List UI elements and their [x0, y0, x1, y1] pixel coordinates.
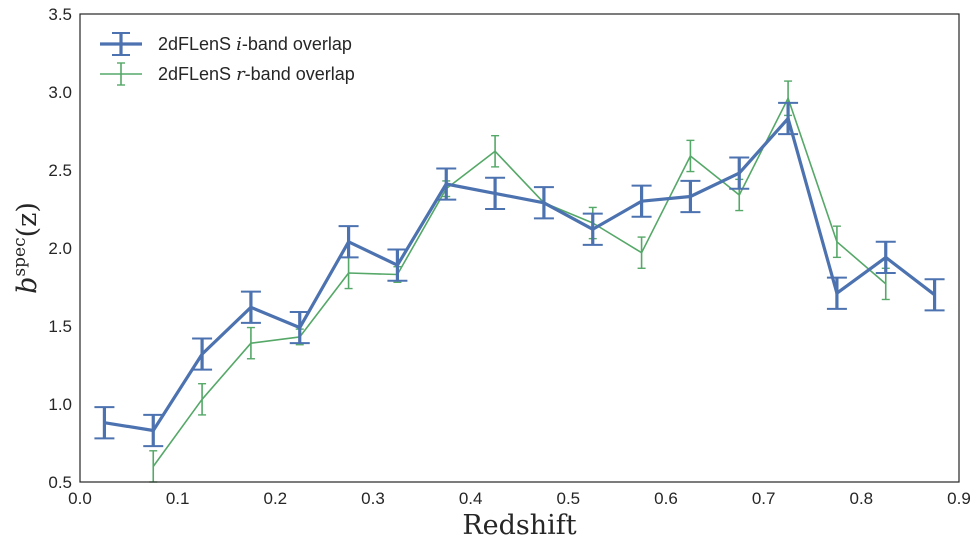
- y-axis-label-argument: (z): [12, 202, 43, 237]
- x-tick-label: 0.8: [850, 489, 874, 508]
- plot-frame: [79, 13, 960, 483]
- ticks-layer: 0.0 0.1 0.2 0.3 0.4 0.5 0.6 0.7 0.8 0.9 0.5 1.0 1.5 2…: [48, 5, 970, 508]
- y-tick-label: 3.0: [48, 83, 72, 102]
- legend-label-r-band: 2dFLenS r-band overlap: [158, 64, 355, 85]
- y-tick-label: 2.0: [48, 239, 72, 258]
- legend-item-i-band: 2dFLenS i-band overlap: [100, 32, 352, 56]
- y-axis-label-symbol: b: [12, 277, 43, 294]
- y-tick-label: 2.5: [48, 161, 72, 180]
- legend-item-r-band: 2dFLenS r-band overlap: [100, 62, 355, 86]
- legend-label-r-band-suffix: -band overlap: [245, 64, 355, 84]
- x-tick-label: 0.0: [68, 489, 92, 508]
- x-tick-label: 0.2: [264, 489, 288, 508]
- x-tick-label: 0.5: [557, 489, 581, 508]
- y-tick-label: 1.5: [48, 317, 72, 336]
- legend-label-i-band: 2dFLenS i-band overlap: [158, 34, 352, 55]
- y-tick-label: 1.0: [48, 395, 72, 414]
- x-tick-label: 0.6: [654, 489, 678, 508]
- y-tick-label: 0.5: [48, 473, 72, 492]
- x-axis-label: Redshift: [462, 510, 576, 541]
- series-layer: [94, 80, 945, 483]
- x-tick-label: 0.4: [459, 489, 483, 508]
- y-axis-label: bspec(z): [10, 202, 43, 294]
- series-line-i-band: [104, 116, 936, 433]
- legend: 2dFLenS i-band overlap 2dFLenS r-band ov…: [100, 32, 355, 86]
- legend-label-r-band-prefix: 2dFLenS: [158, 64, 236, 84]
- legend-label-r-band-var: r: [236, 64, 246, 85]
- legend-label-i-band-prefix: 2dFLenS: [158, 34, 236, 54]
- x-tick-label: 0.9: [947, 489, 971, 508]
- y-tick-label: 3.5: [48, 5, 72, 24]
- x-tick-label: 0.1: [166, 489, 190, 508]
- series-i-band: [94, 101, 945, 448]
- legend-label-i-band-var: i: [236, 34, 242, 55]
- legend-label-i-band-suffix: -band overlap: [242, 34, 352, 54]
- x-tick-label: 0.7: [752, 489, 776, 508]
- x-tick-label: 0.3: [361, 489, 385, 508]
- y-axis-label-superscript: spec: [10, 237, 30, 276]
